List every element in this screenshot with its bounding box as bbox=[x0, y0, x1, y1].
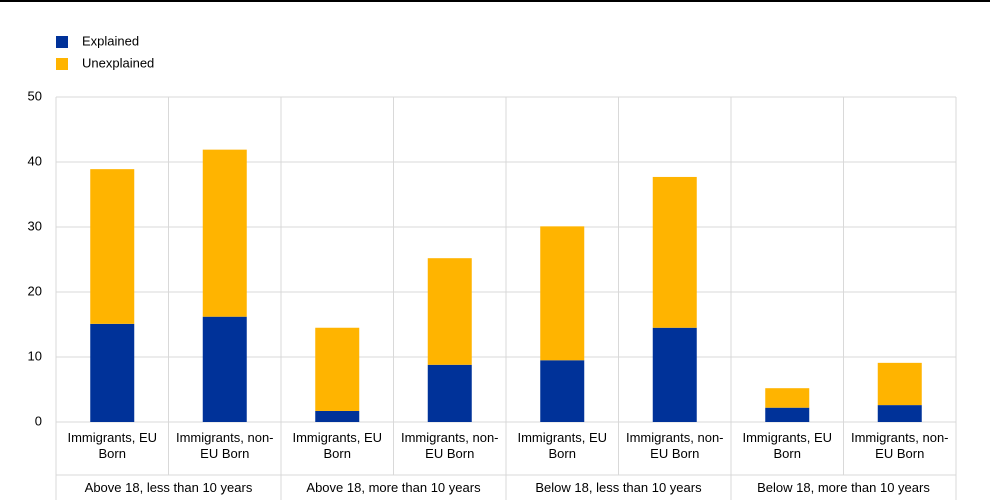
bar-segment bbox=[90, 323, 135, 422]
y-tick-label: 10 bbox=[28, 348, 42, 363]
group-label: Above 18, less than 10 years bbox=[84, 480, 253, 495]
bar-segment bbox=[652, 176, 697, 328]
group-label: Below 18, more than 10 years bbox=[757, 480, 930, 495]
legend-label: Unexplained bbox=[82, 55, 154, 70]
legend-swatch bbox=[56, 58, 68, 70]
x-tick-label: Immigrants, non-EU Born bbox=[850, 430, 949, 461]
legend-swatch bbox=[56, 36, 68, 48]
x-tick-label: Immigrants, non-EU Born bbox=[625, 430, 724, 461]
group-label: Above 18, more than 10 years bbox=[306, 480, 481, 495]
x-tick-label: Immigrants, non-EU Born bbox=[175, 430, 274, 461]
y-tick-label: 30 bbox=[28, 218, 42, 233]
bar-segment bbox=[765, 407, 810, 422]
legend-label: Explained bbox=[82, 33, 139, 48]
bar-segment bbox=[315, 410, 360, 422]
y-tick-label: 50 bbox=[28, 88, 42, 103]
bar-segment bbox=[315, 327, 360, 411]
x-tick-label: Immigrants, EU Born bbox=[742, 430, 833, 461]
x-tick-label: Immigrants, EU Born bbox=[517, 430, 608, 461]
bar-segment bbox=[877, 405, 922, 422]
bar-segment bbox=[202, 316, 247, 422]
bar-segment bbox=[652, 327, 697, 422]
bar-segment bbox=[765, 388, 810, 408]
bar-segment bbox=[877, 362, 922, 406]
bar-segment bbox=[540, 226, 585, 361]
y-tick-label: 0 bbox=[35, 413, 42, 428]
bar-segment bbox=[427, 364, 472, 422]
x-tick-label: Immigrants, EU Born bbox=[67, 430, 158, 461]
group-label: Below 18, less than 10 years bbox=[535, 480, 702, 495]
y-tick-label: 20 bbox=[28, 283, 42, 298]
y-tick-label: 40 bbox=[28, 153, 42, 168]
x-tick-label: Immigrants, non-EU Born bbox=[400, 430, 499, 461]
bar-segment bbox=[427, 258, 472, 365]
bar-segment bbox=[540, 360, 585, 422]
bar-segment bbox=[202, 149, 247, 317]
bar-segment bbox=[90, 169, 135, 324]
x-tick-label: Immigrants, EU Born bbox=[292, 430, 383, 461]
